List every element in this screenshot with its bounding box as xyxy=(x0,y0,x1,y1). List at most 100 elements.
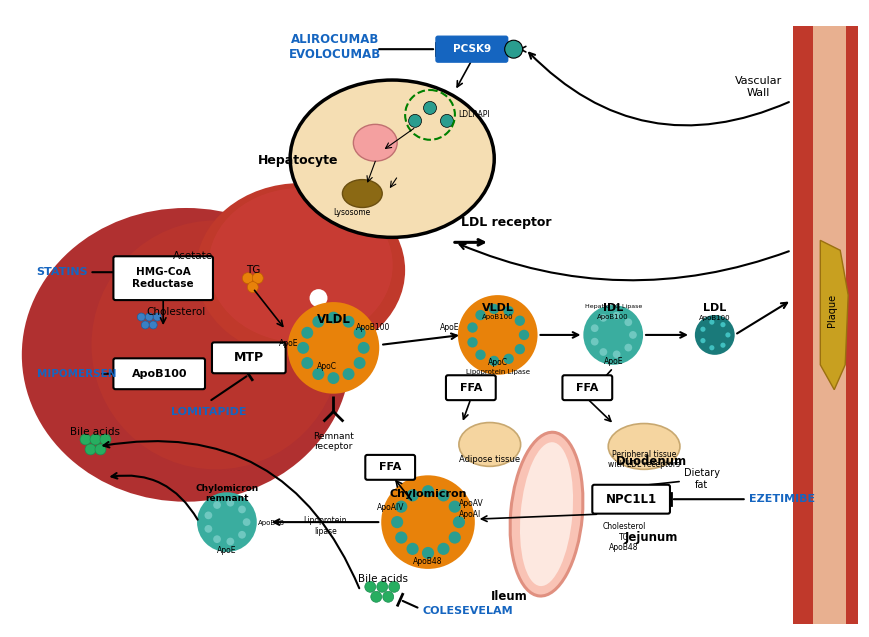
Text: ApoB100: ApoB100 xyxy=(597,314,628,320)
Text: Peripheral tissue
with LDL receptors: Peripheral tissue with LDL receptors xyxy=(607,450,680,469)
Bar xyxy=(793,26,813,624)
Circle shape xyxy=(448,501,461,513)
Circle shape xyxy=(408,115,421,127)
FancyBboxPatch shape xyxy=(113,256,213,300)
Circle shape xyxy=(153,313,161,321)
Text: HMG-CoA
Reductase: HMG-CoA Reductase xyxy=(132,268,194,289)
Circle shape xyxy=(583,305,642,365)
Circle shape xyxy=(514,344,524,354)
Circle shape xyxy=(708,345,713,350)
Circle shape xyxy=(149,321,157,329)
FancyBboxPatch shape xyxy=(365,455,415,480)
Circle shape xyxy=(312,368,324,380)
Circle shape xyxy=(342,368,354,380)
Text: VLDL: VLDL xyxy=(316,313,350,327)
Circle shape xyxy=(312,316,324,327)
Text: Ileum: Ileum xyxy=(491,590,527,603)
Circle shape xyxy=(309,289,327,307)
Circle shape xyxy=(406,543,418,555)
Circle shape xyxy=(288,302,379,394)
Circle shape xyxy=(238,506,246,513)
Circle shape xyxy=(100,434,110,445)
Circle shape xyxy=(301,327,313,339)
Circle shape xyxy=(252,273,263,283)
Circle shape xyxy=(457,295,537,375)
Text: ApoE: ApoE xyxy=(440,324,460,333)
Text: Adipose tissue: Adipose tissue xyxy=(459,455,520,464)
Text: ApoAV: ApoAV xyxy=(458,499,483,508)
Circle shape xyxy=(357,342,369,354)
Circle shape xyxy=(390,516,402,528)
Circle shape xyxy=(503,354,514,364)
Circle shape xyxy=(612,311,620,319)
Circle shape xyxy=(204,525,212,533)
Text: ApoC: ApoC xyxy=(488,358,507,368)
Circle shape xyxy=(204,512,212,519)
Circle shape xyxy=(488,356,499,366)
Circle shape xyxy=(708,320,713,325)
Circle shape xyxy=(518,330,528,340)
Text: Cholesterol: Cholesterol xyxy=(146,307,206,317)
Circle shape xyxy=(242,273,253,283)
FancyBboxPatch shape xyxy=(561,375,612,400)
Ellipse shape xyxy=(209,188,392,343)
Ellipse shape xyxy=(342,180,381,208)
Circle shape xyxy=(226,499,234,506)
Circle shape xyxy=(720,322,725,327)
Circle shape xyxy=(590,324,598,332)
Text: STATINS: STATINS xyxy=(36,267,89,277)
Ellipse shape xyxy=(520,442,573,586)
Text: Lysosome: Lysosome xyxy=(334,208,370,217)
Text: COLESEVELAM: COLESEVELAM xyxy=(421,606,512,616)
Polygon shape xyxy=(819,240,847,390)
Text: ApoB48: ApoB48 xyxy=(257,520,284,526)
Text: Jejunum: Jejunum xyxy=(624,531,677,543)
Circle shape xyxy=(725,333,730,338)
Text: LOMITAPIDE: LOMITAPIDE xyxy=(171,406,247,417)
Text: ApoE: ApoE xyxy=(217,547,236,555)
Circle shape xyxy=(370,591,381,602)
Circle shape xyxy=(141,321,149,329)
Text: Bile acids: Bile acids xyxy=(70,427,120,436)
Circle shape xyxy=(327,311,339,324)
Circle shape xyxy=(90,434,101,445)
Text: Lipoprotein Lipase: Lipoprotein Lipase xyxy=(465,369,529,375)
Text: FFA: FFA xyxy=(575,383,598,392)
Bar xyxy=(846,26,857,624)
Circle shape xyxy=(364,582,375,592)
Circle shape xyxy=(423,101,436,115)
Text: MTP: MTP xyxy=(234,352,263,364)
Circle shape xyxy=(700,338,705,343)
Circle shape xyxy=(376,582,388,592)
Ellipse shape xyxy=(458,422,520,466)
Text: Remnant
receptor: Remnant receptor xyxy=(313,431,354,451)
Circle shape xyxy=(388,582,399,592)
FancyBboxPatch shape xyxy=(113,359,205,389)
Text: PCSK9: PCSK9 xyxy=(452,44,490,54)
Circle shape xyxy=(421,547,434,559)
Text: LDL: LDL xyxy=(702,303,726,313)
Circle shape xyxy=(382,591,394,602)
Circle shape xyxy=(247,282,258,292)
Circle shape xyxy=(196,492,256,552)
Text: ApoB100: ApoB100 xyxy=(356,324,390,333)
Text: Bile acids: Bile acids xyxy=(358,574,408,584)
Circle shape xyxy=(354,327,365,339)
Circle shape xyxy=(226,538,234,545)
Text: FFA: FFA xyxy=(379,462,401,473)
Text: FFA: FFA xyxy=(459,383,481,392)
Text: VLDL: VLDL xyxy=(481,303,513,313)
Text: Hepatic TG Lipase: Hepatic TG Lipase xyxy=(584,304,641,308)
Circle shape xyxy=(504,40,522,58)
Circle shape xyxy=(395,501,407,513)
Circle shape xyxy=(85,444,96,455)
Text: ApoB100: ApoB100 xyxy=(131,369,187,379)
Circle shape xyxy=(354,357,365,369)
Circle shape xyxy=(612,350,620,358)
Circle shape xyxy=(720,343,725,348)
Text: Chylomicron
remnant: Chylomicron remnant xyxy=(195,483,258,503)
Circle shape xyxy=(213,501,221,509)
Circle shape xyxy=(437,489,449,501)
Text: Dietary
fat: Dietary fat xyxy=(683,468,719,490)
Ellipse shape xyxy=(22,208,350,502)
